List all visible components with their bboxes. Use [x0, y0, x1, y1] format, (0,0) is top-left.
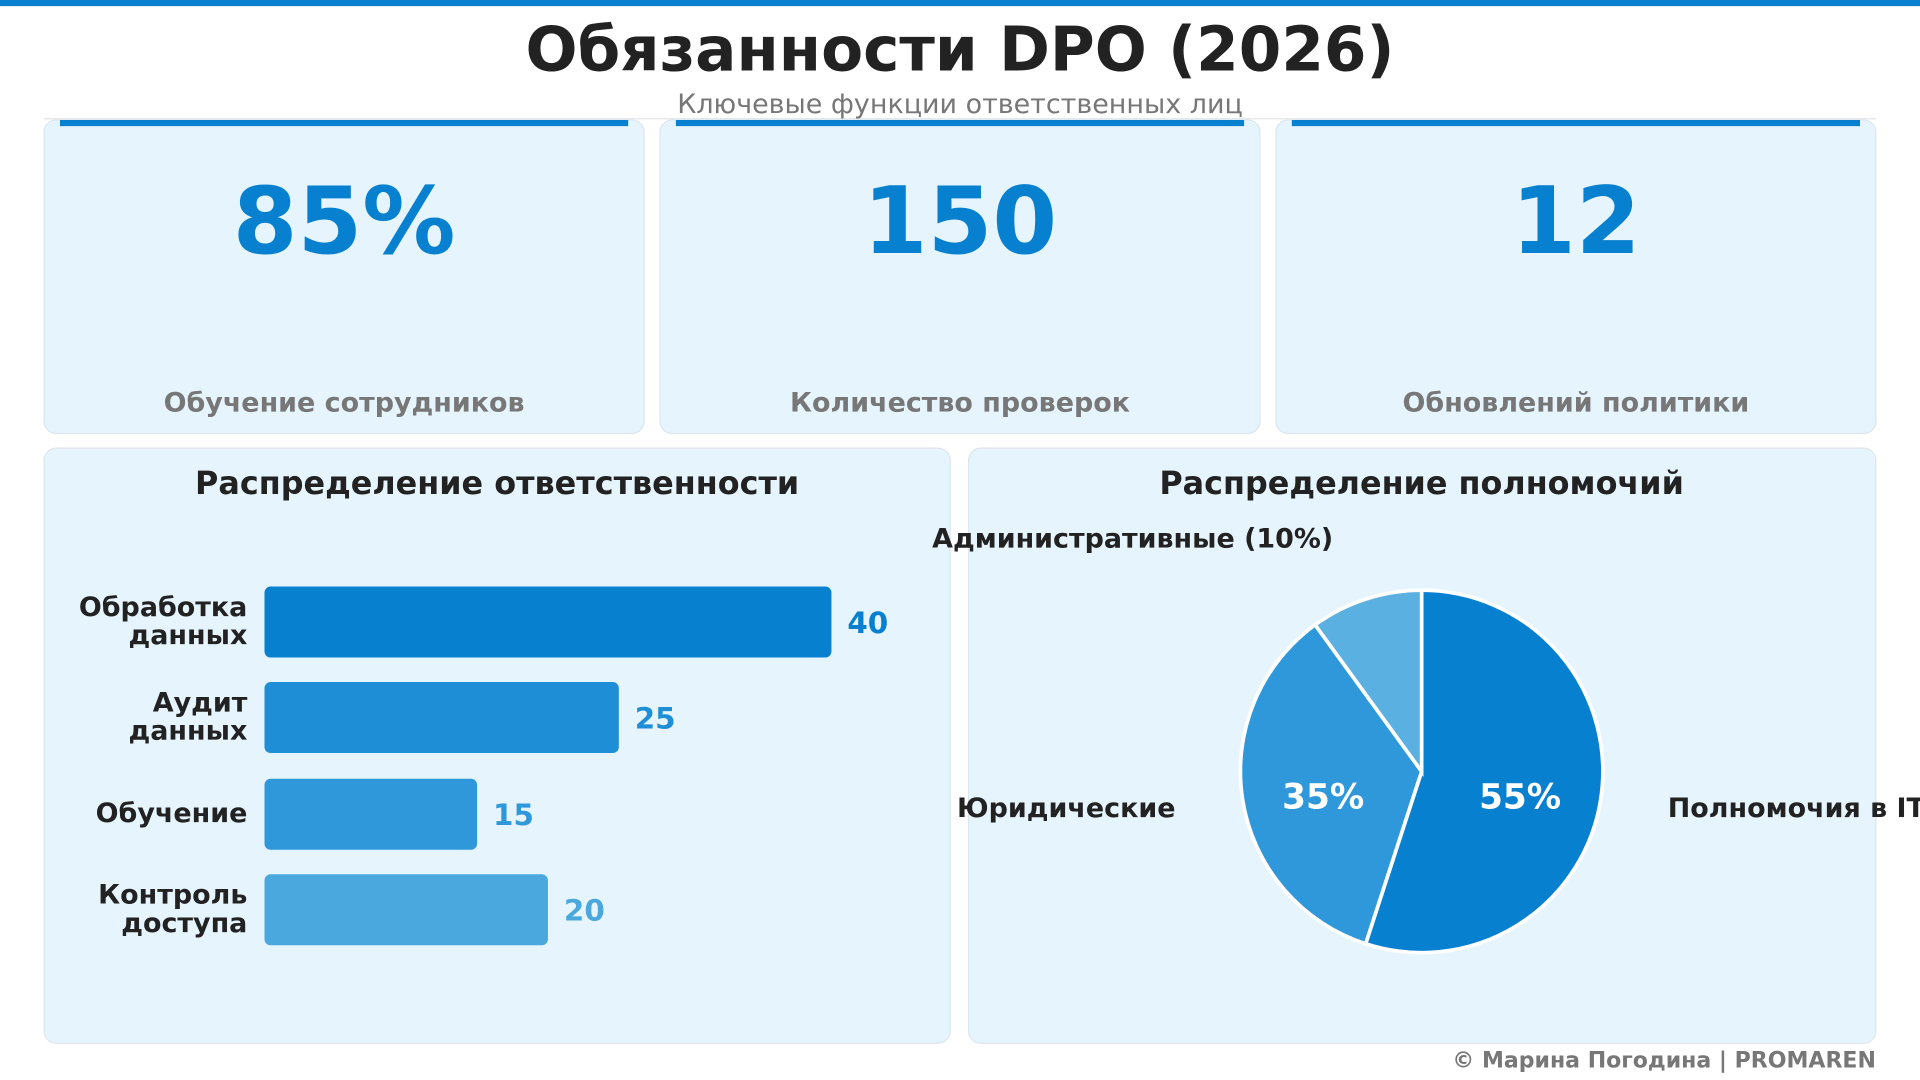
category-label: Административные (10%): [932, 524, 1333, 555]
kpi-value: 12: [1511, 167, 1640, 275]
category-label: Юридические: [957, 793, 1175, 824]
category-label: Обработка данных: [79, 591, 247, 650]
kpi-label: Количество проверок: [790, 388, 1130, 419]
bar-value: 20: [564, 894, 605, 928]
top-bar: [0, 0, 1920, 7]
bar: [264, 874, 548, 946]
bar-value: 40: [847, 606, 888, 640]
bar: [264, 586, 832, 658]
title: Обязанности DPO (2026): [526, 14, 1395, 85]
slice-label: 35%: [1282, 778, 1364, 818]
subtitle: Ключевые функции ответственных лиц: [677, 89, 1243, 120]
kpi-label: Обучение сотрудников: [164, 388, 525, 419]
kpi-label: Обновлений политики: [1403, 388, 1750, 419]
kpi-accent: [60, 120, 629, 127]
category-label: Обучение: [96, 798, 248, 829]
pie-slice: [1363, 588, 1605, 955]
footer: © Марина Погодина | PROMAREN: [1452, 1049, 1876, 1074]
chart-title: Распределение полномочий: [1159, 464, 1684, 502]
category-label: Контроль доступа: [98, 879, 247, 938]
slice-label: 55%: [1479, 778, 1561, 818]
bar: [264, 682, 619, 754]
bar-value: 25: [635, 702, 676, 736]
pie-slice: [1238, 622, 1424, 947]
pie-slice: [1312, 588, 1424, 778]
category-label: Аудит данных: [129, 687, 248, 746]
kpi-value: 85%: [233, 167, 456, 275]
chart-title: Распределение ответственности: [195, 464, 799, 502]
bar-value: 15: [493, 798, 534, 832]
kpi-accent: [675, 120, 1245, 127]
category-label: Полномочия в IT: [1668, 793, 1920, 824]
kpi-value: 150: [863, 167, 1057, 275]
bar: [264, 778, 478, 850]
kpi-accent: [1291, 120, 1860, 127]
